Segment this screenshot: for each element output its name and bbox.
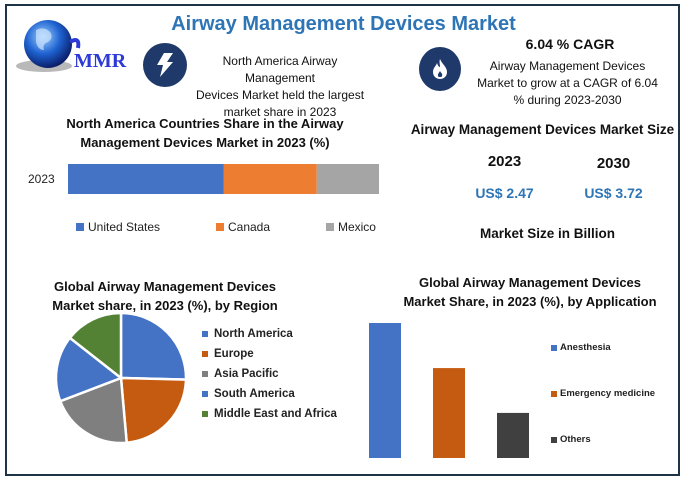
legend-item: Middle East and Africa xyxy=(202,408,337,420)
info-right-line: Airway Management Devices xyxy=(489,59,646,73)
market-size-title: Airway Management Devices Market Size xyxy=(410,122,675,137)
chart-title-line: North America Countries Share in the Air… xyxy=(66,116,344,131)
legend-label: Canada xyxy=(227,220,271,234)
lightning-icon xyxy=(143,43,187,87)
chart-title-line: Global Airway Management Devices xyxy=(53,279,277,294)
legend-item: Others xyxy=(551,434,591,445)
legend-label: Asia Pacific xyxy=(214,368,279,380)
pie-slice-asia-pacific xyxy=(58,376,129,445)
legend-item: Mexico xyxy=(325,220,376,234)
legend-item: Anesthesia xyxy=(551,342,611,353)
stacked-segment-mexico xyxy=(316,164,379,194)
bar-anesthesia xyxy=(369,323,401,458)
mmr-logo: MMR xyxy=(12,14,132,86)
category-label: 2023 xyxy=(28,172,55,186)
chart-title-line: Market Share, in 2023 (%), by Applicatio… xyxy=(403,294,657,309)
market-size-unit: Market Size in Billion xyxy=(479,226,616,241)
legend-swatch xyxy=(202,411,208,417)
info-left-line: North America Airway Management xyxy=(222,54,338,85)
application-legend: Anesthesia Emergency medicine Others xyxy=(551,342,671,452)
logo-text: MMR xyxy=(74,50,127,72)
legend-label: Emergency medicine xyxy=(560,388,656,399)
bar-emergency-medicine xyxy=(433,368,465,458)
chart-title-line: Market share, in 2023 (%), by Region xyxy=(52,298,278,313)
na-chart-legend: United States Canada Mexico xyxy=(76,220,376,234)
legend-swatch xyxy=(551,344,557,351)
stacked-segment-canada xyxy=(223,164,317,194)
legend-label: Middle East and Africa xyxy=(214,408,337,420)
legend-label: United States xyxy=(88,220,161,234)
application-bar-chart xyxy=(369,323,529,458)
pie-slice-europe xyxy=(119,376,188,445)
region-pie-chart xyxy=(54,311,188,445)
legend-item: Canada xyxy=(215,220,271,234)
legend-label: South America xyxy=(214,388,295,400)
region-legend: North America Europe Asia Pacific South Ame… xyxy=(202,328,337,420)
legend-swatch xyxy=(202,331,208,337)
value-2023: US$ 2.47 xyxy=(475,185,534,201)
pie-slice-south-america xyxy=(54,336,124,403)
region-chart-title: Global Airway Management Devices Market … xyxy=(45,277,285,315)
legend-swatch xyxy=(215,223,224,231)
legend-swatch xyxy=(202,351,208,357)
page-title: Airway Management Devices Market xyxy=(171,13,516,35)
info-right-line: % during 2023-2030 xyxy=(513,93,622,107)
bar-others xyxy=(497,412,529,458)
legend-label: Others xyxy=(560,434,591,445)
legend-swatch xyxy=(551,436,557,443)
value-2030: US$ 3.72 xyxy=(584,185,643,201)
info-right-text: Airway Management Devices Market to grow… xyxy=(470,58,665,109)
legend-swatch xyxy=(551,390,557,397)
chart-title-line: Global Airway Management Devices xyxy=(418,275,642,290)
application-chart-title: Global Airway Management Devices Market … xyxy=(395,273,665,311)
legend-item: Emergency medicine xyxy=(551,388,655,399)
pie-slice-north-america xyxy=(119,311,188,381)
info-left-text: North America Airway Management Devices … xyxy=(190,53,370,121)
legend-swatch xyxy=(202,391,208,397)
chart-title-line: Management Devices Market in 2023 (%) xyxy=(80,135,330,150)
na-stacked-bar-chart xyxy=(68,164,379,194)
legend-label: Europe xyxy=(214,348,254,360)
year-2030-label: 2030 xyxy=(596,155,631,172)
info-left-line: market share in 2023 xyxy=(223,105,337,119)
legend-swatch xyxy=(202,371,208,377)
legend-item: South America xyxy=(202,388,337,400)
info-left-line: Devices Market held the largest xyxy=(195,88,365,102)
legend-label: North America xyxy=(214,328,293,340)
legend-label: Anesthesia xyxy=(560,342,611,353)
na-share-chart-title: North America Countries Share in the Air… xyxy=(50,114,360,152)
legend-label: Mexico xyxy=(337,220,376,234)
legend-item: United States xyxy=(76,220,160,234)
info-right-line: Market to grow at a CAGR of 6.04 xyxy=(477,76,658,90)
legend-item: Asia Pacific xyxy=(202,368,337,380)
legend-swatch xyxy=(76,223,84,231)
legend-swatch xyxy=(325,223,334,231)
pie-slice-middle-east-and-africa xyxy=(68,311,123,381)
year-2023-label: 2023 xyxy=(487,153,522,170)
stacked-segment-united-states xyxy=(68,164,224,194)
legend-item: Europe xyxy=(202,348,337,360)
legend-item: North America xyxy=(202,328,337,340)
globe-icon xyxy=(16,20,81,72)
cagr-value: 6.04 % CAGR xyxy=(525,36,615,52)
flame-icon xyxy=(419,47,461,91)
